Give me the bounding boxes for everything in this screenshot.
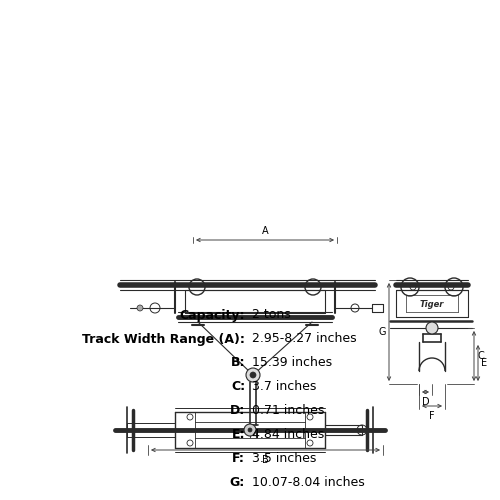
Circle shape: [250, 372, 256, 378]
Text: F:: F:: [232, 452, 245, 466]
Text: F: F: [429, 411, 435, 421]
Text: 15.39 inches: 15.39 inches: [252, 356, 332, 370]
Text: B:: B:: [230, 356, 245, 370]
Text: Track Width Range (A):: Track Width Range (A):: [82, 332, 245, 345]
Text: G:: G:: [230, 476, 245, 490]
Text: 2.95-8.27 inches: 2.95-8.27 inches: [252, 332, 356, 345]
Text: E: E: [481, 358, 487, 368]
Text: 2 tons: 2 tons: [252, 308, 291, 322]
Text: Tiger: Tiger: [420, 300, 444, 309]
Circle shape: [137, 305, 143, 311]
Text: Capacity:: Capacity:: [180, 308, 245, 322]
Circle shape: [244, 424, 256, 436]
Text: 0.71 inches: 0.71 inches: [252, 404, 324, 417]
Text: 3.5 inches: 3.5 inches: [252, 452, 316, 466]
Text: 10.07-8.04 inches: 10.07-8.04 inches: [252, 476, 365, 490]
Circle shape: [248, 428, 252, 432]
Text: D:: D:: [230, 404, 245, 417]
Text: A: A: [262, 226, 268, 236]
Text: E:: E:: [232, 428, 245, 442]
Circle shape: [246, 368, 260, 382]
Text: 3.7 inches: 3.7 inches: [252, 380, 316, 394]
Text: C: C: [477, 351, 484, 361]
Text: G: G: [378, 327, 386, 337]
Circle shape: [426, 322, 438, 334]
Text: 4.84 inches: 4.84 inches: [252, 428, 324, 442]
Text: D: D: [422, 397, 430, 407]
Text: B: B: [262, 455, 269, 465]
Text: C:: C:: [231, 380, 245, 394]
